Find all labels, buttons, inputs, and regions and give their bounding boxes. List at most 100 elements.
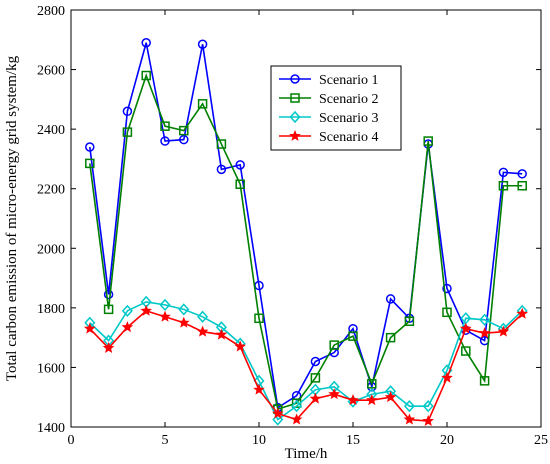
data-point <box>216 164 227 175</box>
data-point <box>422 400 434 413</box>
data-point <box>103 304 114 315</box>
data-point <box>479 376 490 386</box>
data-point <box>290 413 303 425</box>
data-point <box>403 413 416 425</box>
data-point <box>498 167 509 178</box>
data-point <box>442 307 452 318</box>
data-point <box>403 400 415 413</box>
data-point <box>422 414 434 426</box>
legend-marker <box>289 110 301 124</box>
data-point <box>140 304 152 316</box>
data-point <box>461 346 471 356</box>
data-point <box>179 125 189 136</box>
y-tick-label: 2600 <box>37 64 65 79</box>
x-tick-label: 15 <box>346 433 360 448</box>
x-tick-label: 10 <box>252 433 266 448</box>
y-tick-label: 2800 <box>37 4 65 19</box>
y-tick-label: 1800 <box>37 302 65 317</box>
data-point <box>103 289 114 300</box>
y-tick-label: 2000 <box>37 242 65 257</box>
legend-item: Scenario 3 <box>279 110 378 126</box>
y-tick-label: 1400 <box>37 421 65 436</box>
data-point <box>385 332 396 343</box>
data-point <box>197 310 209 323</box>
legend-marker <box>290 93 300 103</box>
data-point <box>159 310 171 322</box>
data-point <box>197 99 208 109</box>
x-tick-label: 0 <box>68 433 75 448</box>
data-point <box>141 70 151 81</box>
data-point <box>479 313 491 326</box>
data-point <box>84 322 96 334</box>
legend-label: Scenario 1 <box>319 73 378 88</box>
legend-item: Scenario 4 <box>279 129 378 145</box>
legend-marker <box>290 74 300 84</box>
data-point <box>516 307 528 319</box>
data-point <box>122 127 133 137</box>
legend-item: Scenario 2 <box>279 92 378 107</box>
data-point <box>366 394 378 406</box>
y-tick-label: 2200 <box>37 183 65 198</box>
data-point <box>498 180 509 191</box>
data-point <box>442 283 452 294</box>
series-3 <box>84 295 528 426</box>
series-4 <box>84 304 528 426</box>
data-point <box>328 388 340 400</box>
legend: Scenario 1 Scenario 2 Scenario 3 Scenario 4 <box>270 65 402 151</box>
data-point <box>178 316 190 328</box>
data-point <box>367 379 377 389</box>
data-point <box>160 136 170 146</box>
data-point <box>385 294 396 304</box>
data-point <box>310 373 321 383</box>
data-point <box>85 142 95 152</box>
data-point <box>423 136 433 146</box>
data-point <box>272 407 284 419</box>
data-point <box>497 325 510 337</box>
legend-label: Scenario 4 <box>319 130 378 145</box>
data-point <box>348 331 358 341</box>
data-point <box>310 356 321 367</box>
y-tick-label: 2400 <box>37 123 65 138</box>
data-point <box>309 392 322 404</box>
legend-marker <box>289 129 301 141</box>
data-point <box>384 391 397 403</box>
data-point <box>460 322 472 334</box>
data-point <box>253 383 265 395</box>
data-point <box>121 304 133 317</box>
x-tick-label: 25 <box>534 433 548 448</box>
data-point <box>235 160 245 170</box>
x-tick-label: 20 <box>440 433 454 448</box>
y-axis-title: Total carbon emission of micro-energy gr… <box>4 55 20 381</box>
data-point <box>102 341 115 353</box>
legend-box <box>270 65 402 151</box>
axes: 0 5 10 15 20 25 1400 1600 1800 2000 2200 2400 2600 28… <box>37 4 548 448</box>
data-point <box>85 158 95 169</box>
series-line <box>89 42 523 409</box>
legend-item: Scenario 1 <box>279 73 378 88</box>
data-point <box>216 139 227 149</box>
data-point <box>235 179 245 189</box>
data-point <box>329 340 339 350</box>
data-point <box>478 327 491 339</box>
data-point <box>347 394 359 406</box>
x-tick-label: 5 <box>162 433 169 448</box>
data-point <box>404 316 415 327</box>
series-2 <box>85 70 527 414</box>
data-point <box>215 328 228 340</box>
legend-label: Scenario 2 <box>319 92 378 107</box>
data-point <box>159 298 171 311</box>
data-point <box>178 303 190 316</box>
series-layer <box>84 38 528 426</box>
data-point <box>179 134 189 145</box>
series-line <box>89 301 523 421</box>
series-line <box>89 73 523 411</box>
legend-label: Scenario 3 <box>319 111 378 126</box>
series-line <box>89 309 523 422</box>
data-point <box>122 106 133 117</box>
data-point <box>160 121 170 131</box>
data-point <box>196 325 209 337</box>
x-axis-title: Time/h <box>285 446 328 462</box>
data-point <box>121 321 134 333</box>
data-point <box>441 371 453 383</box>
